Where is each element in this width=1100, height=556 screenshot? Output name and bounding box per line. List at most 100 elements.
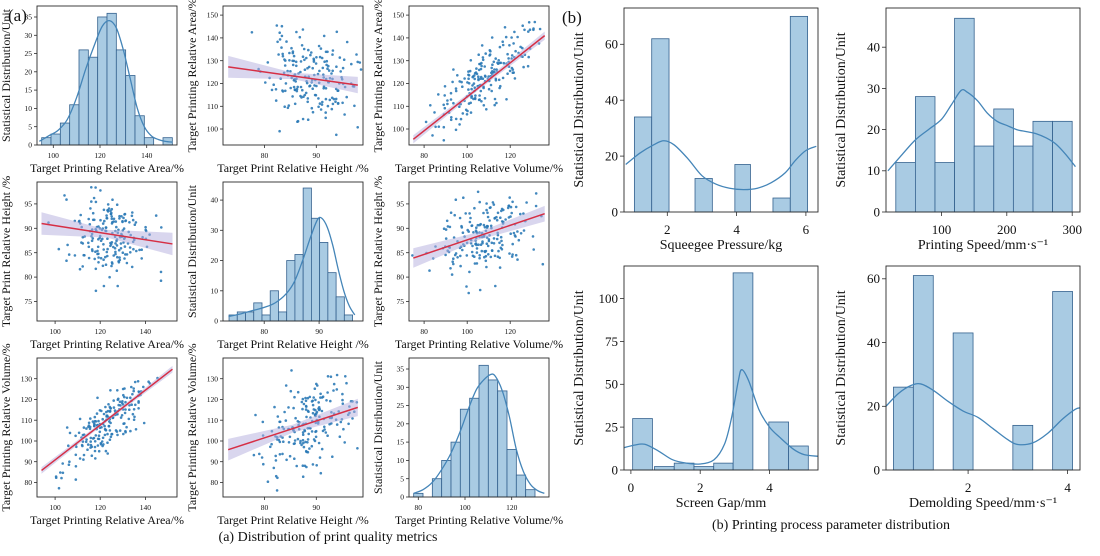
- svg-text:Squeegee Pressure/kg: Squeegee Pressure/kg: [660, 238, 782, 253]
- svg-text:100: 100: [48, 151, 60, 160]
- svg-text:Statistical Distribution/Unit: Statistical Distribution/Unit: [834, 290, 849, 445]
- svg-text:Printing Speed/mm·s⁻¹: Printing Speed/mm·s⁻¹: [918, 238, 1048, 253]
- svg-text:90: 90: [313, 151, 321, 160]
- svg-text:6: 6: [803, 222, 810, 237]
- svg-text:0: 0: [28, 141, 32, 150]
- svg-text:25: 25: [605, 420, 618, 435]
- svg-text:140: 140: [140, 327, 152, 336]
- svg-text:2: 2: [664, 222, 671, 237]
- svg-text:15: 15: [397, 438, 405, 447]
- svg-text:100: 100: [49, 503, 61, 512]
- svg-text:120: 120: [506, 503, 518, 512]
- svg-text:30: 30: [867, 81, 880, 96]
- svg-text:100: 100: [393, 125, 405, 134]
- svg-text:15: 15: [25, 86, 33, 95]
- svg-text:120: 120: [95, 327, 107, 336]
- svg-text:120: 120: [505, 151, 517, 160]
- svg-text:20: 20: [25, 67, 33, 76]
- svg-text:Target Printing Relative Volum: Target Printing Relative Volume/%: [395, 161, 563, 175]
- panel-b-letter: (b): [562, 8, 582, 27]
- svg-text:130: 130: [207, 56, 219, 65]
- svg-text:Statistical Distribution/Unit: Statistical Distribution/Unit: [834, 32, 849, 187]
- subplot-printing-speed-histogram: 100 200 300 0 10 20 30 40 Printing Speed/mm·s⁻¹ S…: [832, 0, 1094, 258]
- svg-text:100: 100: [49, 327, 61, 336]
- svg-text:Target Print Relative Height /: Target Print Relative Height /%: [217, 337, 369, 351]
- svg-text:0: 0: [400, 493, 404, 502]
- svg-text:10: 10: [25, 104, 33, 113]
- svg-text:20: 20: [211, 256, 219, 265]
- svg-text:90: 90: [397, 224, 405, 233]
- svg-text:Target Printing Relative Volum: Target Printing Relative Volume/%: [395, 337, 563, 351]
- svg-text:120: 120: [95, 503, 107, 512]
- svg-text:2: 2: [965, 480, 972, 495]
- svg-text:0: 0: [628, 480, 635, 495]
- panel-a-letter: (a): [8, 6, 27, 25]
- svg-text:0: 0: [874, 462, 881, 477]
- subplot-volume-histogram: 80 100 120 0 5 10 15 20 25 30 35 Target Printing Re…: [371, 352, 563, 528]
- svg-text:120: 120: [94, 151, 106, 160]
- svg-text:20: 20: [397, 419, 405, 428]
- svg-text:0: 0: [612, 204, 619, 219]
- svg-text:200: 200: [997, 222, 1017, 237]
- subplot-volume-vs-area-scatter: 100 120 140 80 90 100 110 120 130 Target Printing…: [0, 343, 186, 528]
- svg-text:Target Print Relative Height /: Target Print Relative Height /%: [0, 176, 13, 328]
- svg-text:130: 130: [207, 374, 219, 383]
- svg-text:140: 140: [140, 503, 152, 512]
- caption-panel-b: (b) Printing process parameter distribut…: [712, 518, 950, 533]
- svg-text:130: 130: [393, 56, 405, 65]
- panel-b-grid: 2 4 6 0 20 40 60 Squeegee Pressure/kg Statistica…: [562, 0, 1100, 516]
- svg-text:Target Print Relative Height /: Target Print Relative Height /%: [217, 161, 369, 175]
- svg-text:100: 100: [932, 222, 952, 237]
- svg-text:Target Print Relative Height /: Target Print Relative Height /%: [217, 513, 369, 527]
- svg-text:100: 100: [207, 125, 219, 134]
- svg-text:4: 4: [733, 222, 740, 237]
- svg-text:4: 4: [766, 480, 773, 495]
- svg-text:140: 140: [141, 151, 153, 160]
- svg-text:75: 75: [397, 297, 405, 306]
- subplot-squeegee-pressure-histogram: 2 4 6 0 20 40 60 Squeegee Pressure/kg Statistica…: [570, 0, 832, 258]
- svg-text:Statistical Distribution/Unit: Statistical Distribution/Unit: [371, 360, 385, 494]
- svg-text:20: 20: [605, 149, 618, 164]
- svg-text:35: 35: [397, 365, 405, 374]
- svg-text:80: 80: [260, 327, 268, 336]
- subplot-height-histogram: 80 90 0 10 20 30 40 Target Print Relative Heigh…: [185, 176, 372, 352]
- svg-text:Target Print Relative Height /: Target Print Relative Height /%: [371, 176, 385, 328]
- svg-text:Statistical Distribution/Unit: Statistical Distribution/Unit: [572, 290, 587, 445]
- svg-text:80: 80: [415, 503, 423, 512]
- svg-text:35: 35: [25, 13, 33, 22]
- svg-text:80: 80: [420, 327, 428, 336]
- svg-text:90: 90: [25, 457, 33, 466]
- svg-text:Target Printing Relative Area/: Target Printing Relative Area/%: [30, 161, 184, 175]
- svg-text:10: 10: [867, 163, 880, 178]
- svg-text:90: 90: [211, 457, 219, 466]
- svg-text:120: 120: [505, 327, 517, 336]
- subplot-height-vs-volume-scatter: 80 100 120 75 80 85 90 95 Target Printing Relati…: [371, 176, 563, 352]
- svg-text:85: 85: [397, 248, 405, 257]
- svg-text:Target Printing Relative Volum: Target Printing Relative Volume/%: [185, 343, 199, 511]
- svg-text:60: 60: [605, 37, 618, 52]
- svg-text:30: 30: [397, 383, 405, 392]
- svg-text:85: 85: [25, 248, 33, 257]
- svg-text:Target Printing Relative Volum: Target Printing Relative Volume/%: [395, 513, 563, 527]
- svg-text:80: 80: [420, 151, 428, 160]
- svg-text:80: 80: [261, 503, 269, 512]
- svg-text:100: 100: [462, 327, 474, 336]
- svg-text:Target Printing Relative Area/: Target Printing Relative Area/%: [371, 0, 385, 152]
- svg-text:25: 25: [397, 401, 405, 410]
- subplot-demolding-speed-histogram: 2 4 0 20 40 60 Demolding Speed/mm·s⁻¹ Statistic…: [832, 258, 1094, 516]
- svg-text:Screen Gap/mm: Screen Gap/mm: [676, 496, 767, 511]
- svg-text:80: 80: [261, 151, 269, 160]
- svg-text:95: 95: [397, 199, 405, 208]
- svg-text:90: 90: [313, 503, 321, 512]
- svg-text:90: 90: [25, 224, 33, 233]
- svg-text:100: 100: [207, 437, 219, 446]
- svg-text:95: 95: [25, 199, 33, 208]
- svg-text:80: 80: [397, 273, 405, 282]
- svg-text:40: 40: [211, 196, 219, 205]
- svg-text:300: 300: [1062, 222, 1082, 237]
- svg-text:100: 100: [21, 437, 33, 446]
- svg-text:Statistical Distribution/Unit: Statistical Distribution/Unit: [185, 184, 199, 318]
- svg-text:Target Printing Relative Area/: Target Printing Relative Area/%: [30, 337, 184, 351]
- svg-text:5: 5: [28, 122, 32, 131]
